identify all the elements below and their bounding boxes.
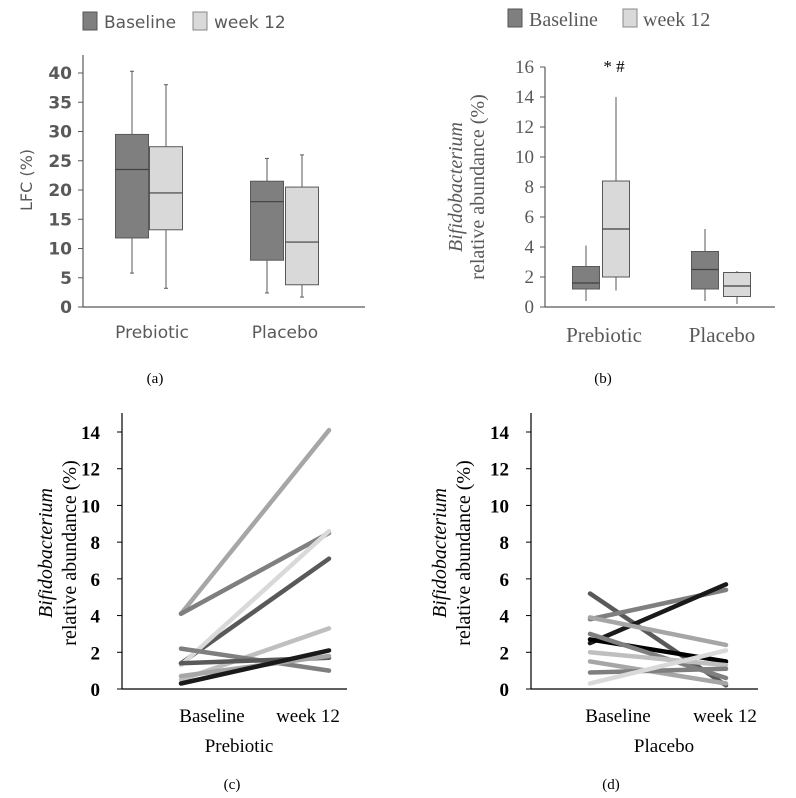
y-tick-label: 10 bbox=[515, 147, 534, 168]
y-tick-label: 8 bbox=[91, 533, 101, 554]
y-tick-label: 12 bbox=[490, 460, 509, 481]
category-label-a-0: Prebiotic bbox=[115, 323, 189, 343]
category-label-c-1: week 12 bbox=[276, 706, 340, 727]
box-baseline-prebiotic bbox=[115, 133, 149, 239]
subject-line-2 bbox=[178, 556, 332, 666]
legend-a-week12-swatch bbox=[192, 11, 208, 31]
panel-b-chart: Baseline week 12 Bifidobacterium relativ… bbox=[445, 8, 775, 387]
y-tick-label: 0 bbox=[525, 297, 535, 318]
y-axis-label-d: relative abundance (%) bbox=[453, 460, 475, 645]
y-tick-label: 12 bbox=[515, 117, 534, 138]
y-tick-label: 6 bbox=[525, 207, 535, 228]
y-tick-label: 5 bbox=[60, 269, 72, 289]
subject-line-1 bbox=[178, 530, 332, 616]
x-axis-label-d: Placebo bbox=[634, 736, 694, 757]
subject-line-8 bbox=[587, 666, 729, 675]
legend-a-baseline-swatch bbox=[82, 11, 98, 31]
subject-line-3 bbox=[178, 528, 332, 668]
y-tick-label: 8 bbox=[525, 177, 535, 198]
y-tick-label: 14 bbox=[490, 423, 510, 444]
subject-line-9 bbox=[587, 648, 729, 686]
subject-line-2 bbox=[587, 582, 729, 646]
panel-a-chart: Baseline week 12 LFC (%) Prebiotic Place… bbox=[17, 11, 365, 387]
legend-a-week12-label: week 12 bbox=[214, 13, 286, 33]
box-baseline-placebo bbox=[250, 180, 284, 261]
y-axis-label-b: relative abundance (%) bbox=[467, 94, 489, 279]
panel-label-d: (d) bbox=[602, 777, 620, 793]
y-tick-label: 10 bbox=[490, 496, 509, 517]
y-tick-label: 25 bbox=[48, 152, 72, 172]
subject-line-8 bbox=[178, 648, 332, 686]
y-tick-label: 6 bbox=[500, 570, 510, 591]
y-axis-label-a: LFC (%) bbox=[17, 149, 36, 211]
y-tick-label: 2 bbox=[91, 643, 101, 664]
y-tick-label: 2 bbox=[525, 267, 535, 288]
y-tick-label: 35 bbox=[48, 93, 72, 113]
y-tick-label: 10 bbox=[48, 240, 72, 260]
category-label-d-1: week 12 bbox=[693, 706, 757, 727]
legend-b-week12-swatch bbox=[622, 8, 638, 28]
legend-b-baseline-label: Baseline bbox=[529, 9, 598, 31]
y-axis-label-d-italic: Bifidobacterium bbox=[429, 488, 451, 618]
y-tick-label: 0 bbox=[60, 298, 72, 318]
y-tick-label: 8 bbox=[500, 533, 510, 554]
panel-label-c: (c) bbox=[224, 777, 241, 793]
y-tick-label: 10 bbox=[81, 496, 100, 517]
y-tick-label: 0 bbox=[500, 680, 510, 701]
y-axis-label-c: relative abundance (%) bbox=[59, 460, 81, 645]
subject-line-6 bbox=[587, 650, 729, 668]
x-axis-label-c: Prebiotic bbox=[205, 736, 274, 757]
y-tick-label: 4 bbox=[500, 607, 510, 628]
y-tick-label: 30 bbox=[48, 123, 72, 143]
y-tick-label: 0 bbox=[91, 680, 101, 701]
legend-b-baseline-swatch bbox=[507, 8, 523, 28]
y-tick-label: 12 bbox=[81, 460, 100, 481]
panel-d-chart: Bifidobacterium relative abundance (%) B… bbox=[429, 413, 758, 793]
panel-label-a: (a) bbox=[147, 371, 164, 387]
y-tick-label: 14 bbox=[515, 87, 535, 108]
significance-annotation: * # bbox=[603, 57, 625, 76]
y-axis-label-b-italic: Bifidobacterium bbox=[445, 122, 467, 252]
box-week-12-prebiotic bbox=[149, 146, 183, 231]
y-axis-label-c-italic: Bifidobacterium bbox=[35, 488, 57, 618]
panel-label-b: (b) bbox=[594, 371, 612, 387]
y-tick-label: 20 bbox=[48, 181, 72, 201]
y-tick-label: 4 bbox=[525, 237, 535, 258]
y-tick-label: 4 bbox=[91, 607, 101, 628]
y-tick-label: 6 bbox=[91, 570, 101, 591]
category-label-b-0: Prebiotic bbox=[566, 323, 642, 347]
y-tick-label: 15 bbox=[48, 210, 72, 230]
category-label-c-0: Baseline bbox=[179, 706, 244, 727]
box-week-12-placebo bbox=[285, 186, 319, 286]
category-label-b-1: Placebo bbox=[689, 323, 755, 347]
box-baseline-prebiotic bbox=[572, 266, 600, 290]
box-baseline-placebo bbox=[691, 251, 719, 290]
subject-line-3 bbox=[587, 615, 729, 648]
subject-line-0 bbox=[178, 427, 332, 616]
y-tick-label: 14 bbox=[81, 423, 101, 444]
y-tick-label: 16 bbox=[515, 57, 534, 78]
panel-c-chart: Bifidobacterium relative abundance (%) B… bbox=[35, 413, 347, 793]
category-label-d-0: Baseline bbox=[585, 706, 650, 727]
legend-b-week12-label: week 12 bbox=[643, 9, 710, 31]
y-tick-label: 2 bbox=[500, 643, 510, 664]
y-tick-label: 40 bbox=[48, 64, 72, 84]
category-label-a-1: Placebo bbox=[252, 323, 318, 343]
box-week-12-placebo bbox=[723, 272, 751, 297]
legend-a-baseline-label: Baseline bbox=[104, 13, 176, 33]
